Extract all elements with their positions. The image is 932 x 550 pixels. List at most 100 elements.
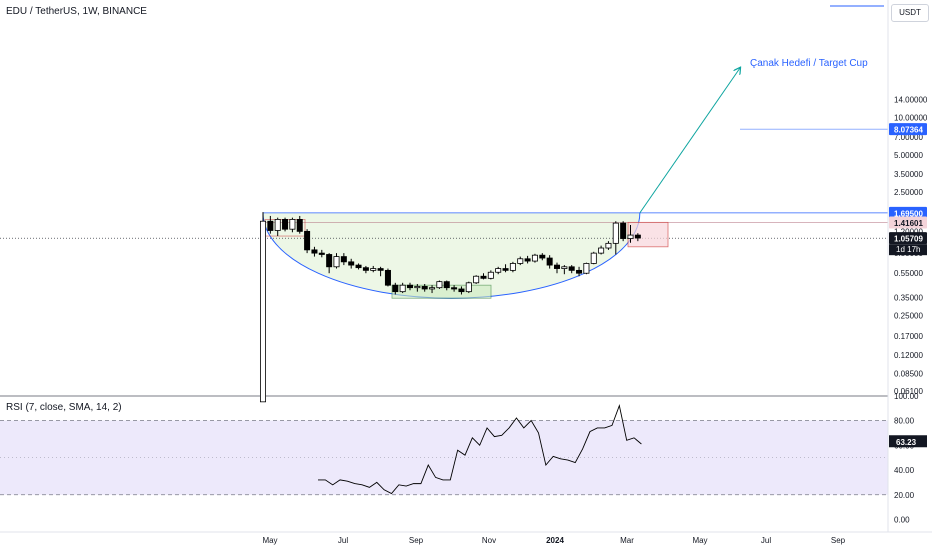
price-pane: Çanak Hedefi / Target Cup — [0, 5, 888, 403]
candle-body — [590, 252, 597, 264]
candle-body — [451, 287, 458, 290]
target-label: Çanak Hedefi / Target Cup — [750, 58, 868, 69]
candle — [406, 282, 413, 291]
candle — [554, 262, 561, 274]
candle-body — [568, 266, 575, 271]
time-tick-label: Nov — [482, 536, 496, 545]
candle-body — [531, 254, 538, 262]
candle — [326, 253, 333, 274]
current-box — [627, 221, 669, 248]
candle-body — [429, 287, 436, 290]
candle-body — [414, 286, 421, 289]
candle — [568, 265, 575, 274]
candle — [509, 261, 516, 273]
candle — [362, 265, 369, 274]
candle-body — [370, 268, 377, 271]
time-tick-label: Sep — [409, 536, 424, 545]
candle — [259, 212, 266, 403]
candle — [282, 217, 289, 232]
candle — [458, 286, 465, 295]
price-tick-label: 0.17000 — [894, 332, 923, 341]
candle — [561, 265, 568, 275]
rsi-title: RSI (7, close, SMA, 14, 2) — [6, 402, 122, 413]
target-price-tag-text: 8.07364 — [894, 126, 923, 135]
countdown-tag: 1d 17h — [889, 244, 927, 256]
candle-body — [296, 219, 303, 232]
currency-button[interactable]: USDT — [891, 4, 929, 22]
time-tick-label: May — [262, 536, 277, 545]
last-price-tag-bg — [889, 232, 927, 245]
price-tick-label: 10.00000 — [894, 114, 928, 123]
rsi-line — [318, 404, 642, 495]
time-tick-label: Jul — [761, 536, 771, 545]
price-axis: 14.00000 10.00000 7.00000 5.00000 3.50000 2.5… — [887, 0, 928, 532]
rsi-tick-label: 40.00 — [894, 466, 915, 475]
candle — [384, 268, 391, 287]
candle-body — [473, 275, 480, 284]
time-tick-label: Sep — [831, 536, 846, 545]
candle-body — [605, 242, 612, 249]
candle — [333, 253, 340, 269]
price-tick-label: 3.50000 — [894, 170, 923, 179]
price-tick-label: 0.12000 — [894, 351, 923, 360]
candle-body — [458, 288, 465, 293]
candle-body — [612, 222, 619, 244]
candle — [355, 263, 362, 270]
price-tick-label: 0.55000 — [894, 269, 923, 278]
rsi-tick-label: 20.00 — [894, 491, 915, 500]
candle — [392, 282, 399, 295]
candle-body — [465, 282, 472, 293]
resistance-price-tag-bg — [889, 206, 927, 219]
candle — [524, 255, 531, 264]
candle-body — [259, 220, 266, 403]
resistance-price-tag: 1.69500 — [889, 206, 927, 219]
candle — [612, 221, 619, 255]
candle — [370, 265, 377, 273]
candle — [304, 229, 311, 254]
candle — [421, 283, 428, 292]
candle — [377, 266, 384, 277]
candle — [576, 266, 583, 277]
candle-body — [392, 284, 399, 293]
rsi-tick-label: 80.00 — [894, 417, 915, 426]
candle — [443, 280, 450, 291]
rsi-tick-label: 100.00 — [894, 392, 919, 401]
candle-body — [355, 264, 362, 269]
resistance-price-tag-text: 1.69500 — [894, 209, 923, 218]
candle — [340, 253, 347, 266]
candle — [502, 264, 509, 273]
candle — [318, 249, 325, 258]
candle — [539, 253, 546, 261]
candle-body — [517, 258, 524, 264]
countdown-bg — [889, 244, 927, 256]
candle-body — [443, 281, 450, 289]
rsi-value-text: 63.23 — [896, 438, 917, 447]
candle-body — [274, 219, 281, 231]
candle — [634, 233, 641, 242]
level-price-tag-bg — [889, 216, 927, 229]
countdown-text: 1d 17h — [896, 245, 920, 254]
rsi-value-bg — [889, 435, 927, 448]
candle-body — [539, 254, 546, 259]
price-tick-label: 0.35000 — [894, 293, 923, 302]
candle — [399, 282, 406, 294]
price-tick-label: 5.00000 — [894, 151, 923, 160]
candle-body — [509, 263, 516, 271]
candle — [274, 217, 281, 237]
level-price-tag: 1.41601 — [889, 216, 927, 229]
candle — [583, 262, 590, 275]
candle — [451, 285, 458, 292]
candle-body — [583, 263, 590, 274]
last-price-tag: 1.05709 — [889, 232, 927, 245]
candle-body — [627, 234, 634, 239]
time-tick-label: 2024 — [546, 536, 564, 545]
candle-body — [495, 268, 502, 273]
cup-fill — [263, 212, 640, 299]
candle — [414, 283, 421, 292]
candle — [620, 221, 627, 242]
candle-body — [634, 234, 641, 239]
candle-body — [421, 286, 428, 290]
candle — [311, 246, 318, 257]
candle-body — [554, 264, 561, 269]
